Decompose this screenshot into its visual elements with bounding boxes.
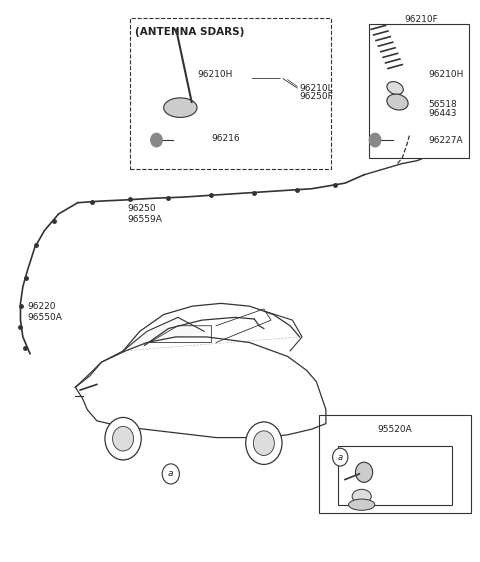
Ellipse shape xyxy=(352,490,371,504)
Text: 96210F: 96210F xyxy=(405,15,438,24)
Text: a: a xyxy=(337,452,343,461)
Circle shape xyxy=(162,464,180,484)
Ellipse shape xyxy=(387,94,408,110)
Ellipse shape xyxy=(348,499,375,510)
Circle shape xyxy=(246,422,282,464)
Text: 96216: 96216 xyxy=(211,134,240,143)
Text: 96227A: 96227A xyxy=(429,135,463,144)
Text: 96210H: 96210H xyxy=(197,70,232,79)
Text: 96443: 96443 xyxy=(429,108,457,117)
Text: 96210L: 96210L xyxy=(300,84,333,93)
Text: 56518: 56518 xyxy=(429,101,457,110)
Text: 96250F: 96250F xyxy=(300,92,334,101)
Circle shape xyxy=(151,133,162,147)
Text: 96210H: 96210H xyxy=(429,70,464,79)
Text: (ANTENNA SDARS): (ANTENNA SDARS) xyxy=(135,26,244,37)
Circle shape xyxy=(356,462,372,482)
Circle shape xyxy=(253,431,275,455)
Text: 96220
96550A: 96220 96550A xyxy=(28,302,62,322)
Text: 95520A: 95520A xyxy=(378,425,412,434)
Circle shape xyxy=(333,448,348,466)
Text: 96250
96559A: 96250 96559A xyxy=(128,204,163,224)
Circle shape xyxy=(113,427,133,451)
Circle shape xyxy=(105,418,141,460)
Ellipse shape xyxy=(164,98,197,117)
Polygon shape xyxy=(123,318,204,351)
Ellipse shape xyxy=(387,81,403,94)
Text: a: a xyxy=(168,469,174,478)
Circle shape xyxy=(369,133,381,147)
